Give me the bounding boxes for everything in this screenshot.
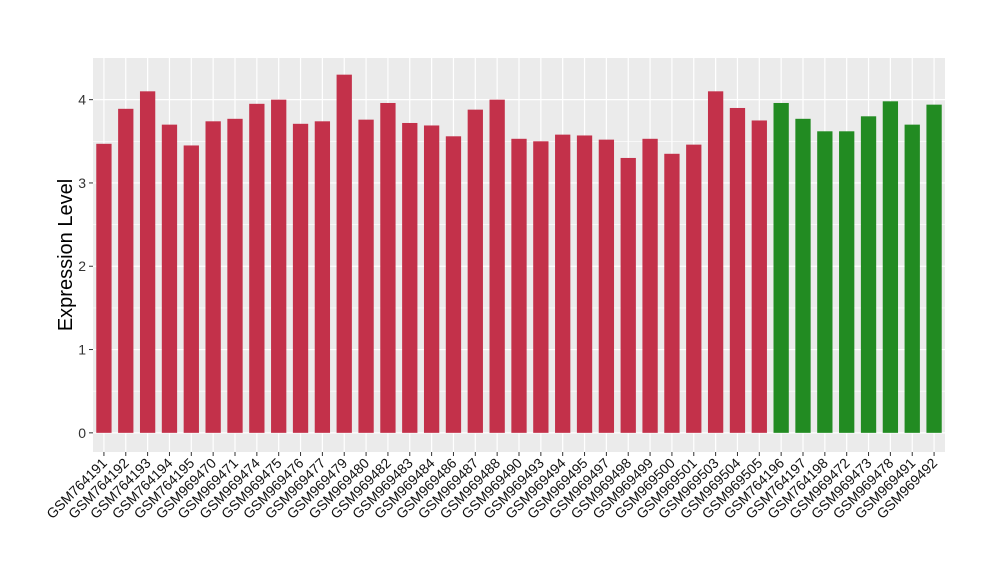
bar-GSM969498 <box>620 157 636 433</box>
x-axis: GSM764191GSM764192GSM764193GSM764194GSM7… <box>43 452 940 522</box>
y-tick-label: 2 <box>78 258 86 274</box>
bar-GSM969492 <box>926 104 942 433</box>
bar-GSM969471 <box>227 118 243 433</box>
bar-GSM764196 <box>773 102 789 433</box>
bar-GSM969491 <box>904 124 920 433</box>
bar-GSM969497 <box>598 139 615 433</box>
bar-GSM969473 <box>860 116 877 433</box>
bar-GSM969479 <box>336 74 352 433</box>
bar-GSM969487 <box>467 109 483 433</box>
y-axis-label: Expression Level <box>55 179 77 331</box>
y-tick-label: 0 <box>78 425 86 441</box>
bar-GSM969505 <box>751 120 767 433</box>
bar-GSM969501 <box>686 144 702 433</box>
bar-GSM764194 <box>161 124 178 433</box>
bar-GSM969478 <box>882 101 899 433</box>
bar-GSM969494 <box>555 134 571 433</box>
y-axis: 0 1 2 3 4 <box>78 92 93 441</box>
bar-GSM969472 <box>839 131 855 433</box>
bar-GSM969480 <box>358 119 374 433</box>
bar-GSM969484 <box>423 125 440 433</box>
bar-GSM764195 <box>183 145 199 433</box>
bar-GSM969500 <box>664 153 680 433</box>
bar-GSM969475 <box>271 99 287 433</box>
y-tick-label: 4 <box>78 92 86 108</box>
bar-GSM969488 <box>489 99 505 433</box>
bar-GSM764198 <box>817 131 833 433</box>
bar-GSM969486 <box>445 136 462 433</box>
bar-GSM969495 <box>576 135 593 433</box>
bar-GSM969499 <box>642 138 658 433</box>
y-tick-label: 1 <box>78 342 86 358</box>
bar-GSM969503 <box>707 91 724 433</box>
bar-GSM969483 <box>402 122 418 433</box>
bar-GSM764197 <box>795 118 811 433</box>
bar-GSM969477 <box>314 121 331 433</box>
bar-GSM969474 <box>249 103 265 433</box>
bar-GSM969470 <box>205 121 221 433</box>
bar-GSM764191 <box>96 143 112 433</box>
bars <box>96 74 942 433</box>
bar-GSM969490 <box>511 138 527 433</box>
bar-GSM969482 <box>380 102 396 433</box>
bar-GSM969476 <box>292 123 309 433</box>
bar-GSM969504 <box>729 107 746 433</box>
y-tick-label: 3 <box>78 175 86 191</box>
bar-GSM764192 <box>118 108 134 433</box>
bar-GSM969493 <box>533 141 549 433</box>
bar-GSM764193 <box>139 91 156 433</box>
